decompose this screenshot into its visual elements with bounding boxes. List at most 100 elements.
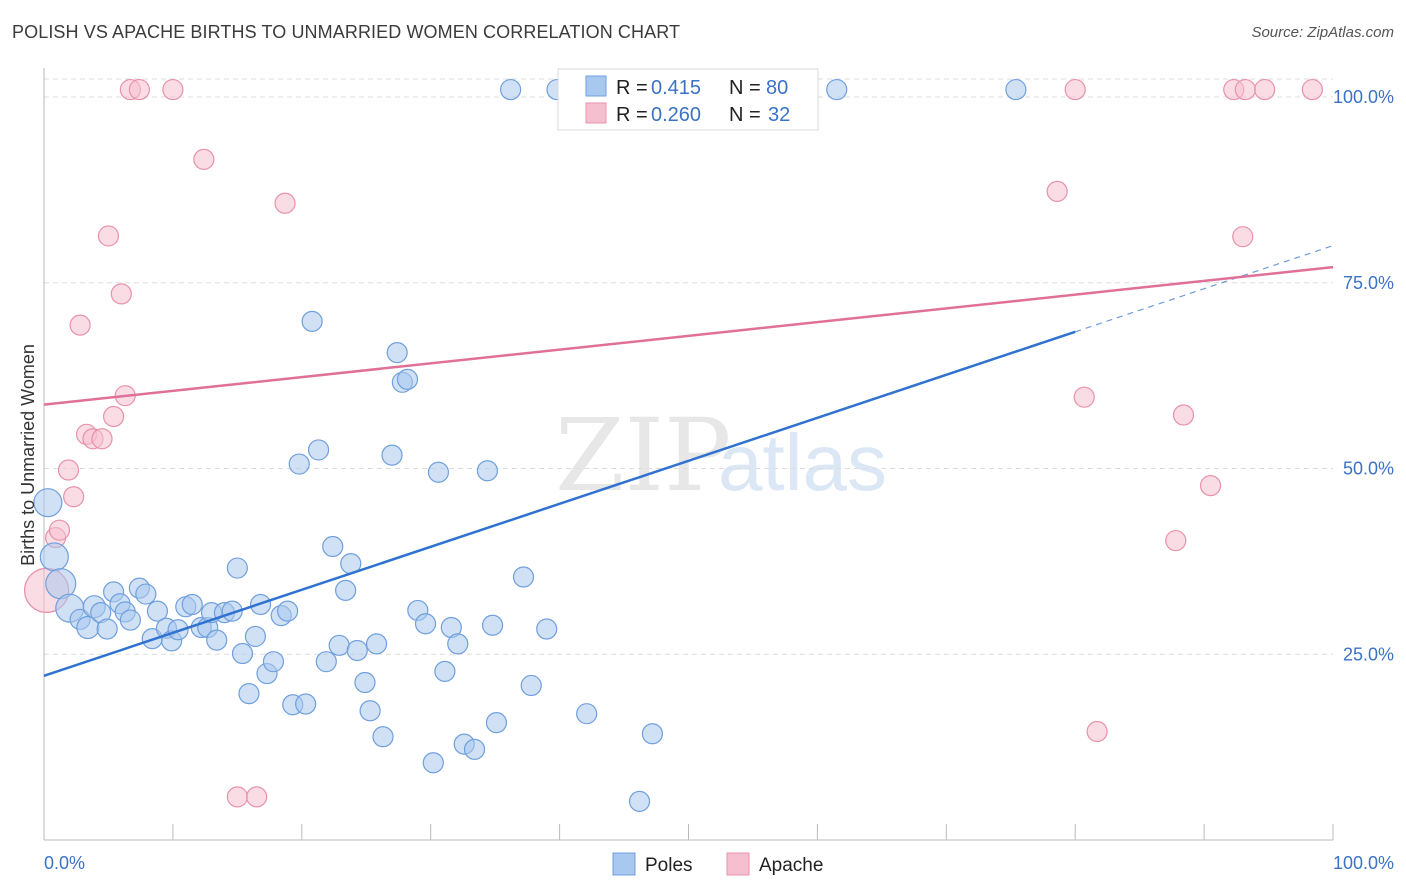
poles-bottom-label: Poles [645,855,693,876]
chart-source: Source: ZipAtlas.com [1251,24,1394,41]
apache-point [1064,78,1086,101]
apache-point [1301,78,1323,101]
apache-n-label: N = [729,104,761,126]
poles-point [322,535,344,558]
apache-point [1234,78,1256,101]
poles-point [396,368,419,390]
axes [43,68,1334,841]
poles-point [206,629,228,651]
poles-point [1005,78,1027,101]
poles-point [119,609,141,631]
poles-point [231,642,254,665]
poles-point [481,614,504,636]
apache-point [1254,78,1276,101]
apache-point [1086,720,1108,743]
x-tick-label-max: 100.0% [1333,853,1394,873]
apache-point [1199,474,1222,497]
y-tick-labels: 25.0% 50.0% 75.0% 100.0% [1333,87,1394,664]
poles-point [238,683,260,705]
gridlines [44,78,1333,655]
poles-point [386,341,408,364]
poles-point [576,703,598,725]
apache-point [110,283,132,305]
apache-point [1165,529,1187,552]
apache-point [63,486,85,508]
poles-legend-swatch [585,75,607,97]
poles-point [307,439,330,461]
poles-point [301,310,323,332]
poles-point [135,583,157,605]
poles-point [262,651,285,673]
apache-point [91,428,113,450]
apache-point [1172,404,1195,426]
poles-point [447,633,469,655]
poles-n-label: N = [729,77,761,99]
poles-point [434,660,456,682]
poles-n-value: 80 [766,77,788,99]
poles-point [414,613,437,635]
apache-point [246,786,268,808]
apache-bottom-swatch [726,852,750,876]
poles-point [628,790,651,812]
poles-point [536,618,558,640]
watermark-atlas: atlas [718,418,887,507]
poles-point [500,78,522,101]
poles-trend-line [43,330,1076,677]
poles-point [335,579,357,601]
poles-r-label: R = [616,77,648,99]
poles-point [277,600,299,622]
poles-bottom-swatch [612,852,636,876]
apache-point [48,519,71,541]
poles-point [641,723,664,745]
apache-bottom-label: Apache [759,855,823,876]
apache-point [57,459,80,481]
poles-point [512,566,535,588]
poles-point [33,488,63,518]
poles-point [315,651,337,673]
apache-n-value: 32 [768,104,790,126]
poles-point [372,726,394,748]
apache-point [1073,386,1095,408]
apache-point [128,78,150,101]
apache-legend-swatch [585,102,607,124]
poles-point [96,618,118,640]
poles-point [485,712,508,734]
poles-point [520,674,542,697]
y-tick-label: 50.0% [1343,459,1394,479]
poles-point [346,639,368,662]
y-tick-label: 25.0% [1343,644,1394,664]
poles-point [354,671,376,694]
poles-point [221,600,243,622]
apache-point [274,192,296,214]
poles-point [226,557,248,579]
poles-point [826,78,848,101]
apache-trend-line [43,265,1334,406]
poles-point [167,619,189,641]
poles-point [146,600,169,622]
poles-point [381,444,403,466]
y-tick-label: 75.0% [1343,273,1394,293]
chart-title: POLISH VS APACHE BIRTHS TO UNMARRIED WOM… [12,22,681,42]
apache-point [1046,180,1068,202]
apache-point [97,225,120,247]
poles-r-value: 0.415 [651,77,701,99]
apache-point [103,405,125,428]
y-axis-label: Births to Unmarried Women [18,344,38,566]
poles-trend-extension [1075,245,1334,333]
poles-point [476,460,499,482]
series-legend: Poles Apache [612,852,823,876]
apache-point [193,148,215,171]
trend-lines [43,245,1334,677]
poles-point [288,453,310,475]
poles-point [244,625,266,648]
poles-point [427,461,450,483]
poles-point [365,633,388,655]
poles-point [422,752,444,774]
apache-point [69,314,91,336]
apache-point [1232,226,1254,248]
poles-point [39,542,69,572]
apache-r-value: 0.260 [651,104,701,126]
poles-point [295,693,317,715]
poles-point [463,738,486,760]
